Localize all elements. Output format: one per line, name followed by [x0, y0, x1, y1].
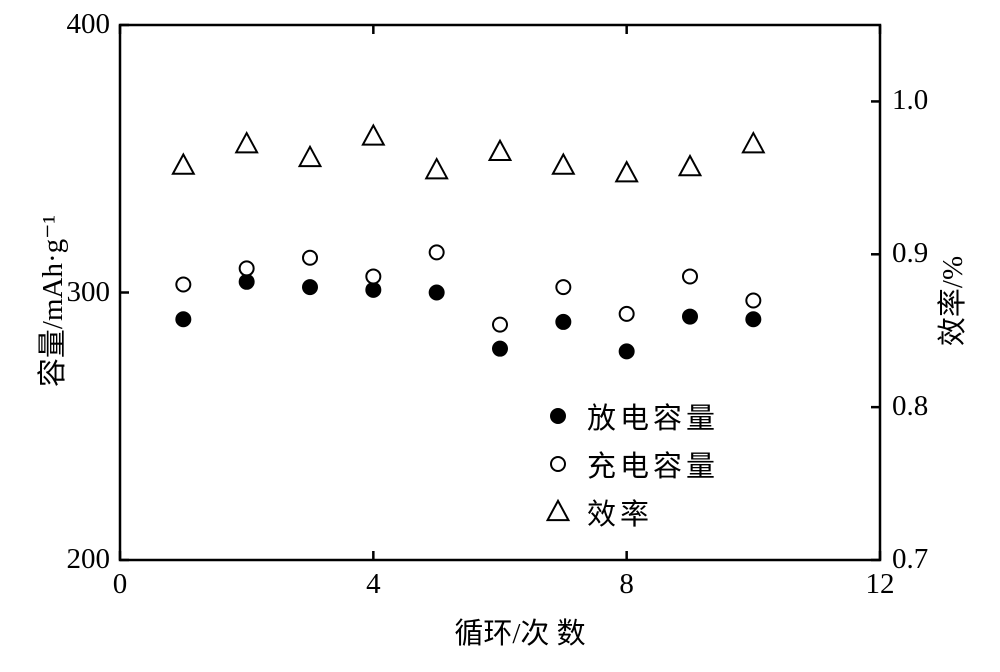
legend-item: 放电容量	[543, 395, 719, 437]
x-axis-label-text: 循环/次 数	[454, 618, 585, 650]
y-left-tick-label: 400	[67, 8, 111, 41]
chart-container: 容量/mAh·g⁻¹ 效率/% 循环/次 数 048122003004000.7…	[0, 0, 1000, 667]
legend-label: 充电容量	[587, 443, 719, 485]
y-left-tick-label: 200	[67, 543, 111, 576]
y-left-axis-label-text: 容量/mAh·g⁻¹	[37, 215, 69, 387]
chart-svg	[0, 0, 1000, 667]
x-axis-label: 循环/次 数	[420, 610, 620, 652]
y-right-axis-label: 效率/%	[929, 221, 971, 381]
y-right-tick-label: 0.7	[892, 543, 928, 576]
legend-marker-discharge	[543, 401, 573, 431]
legend-item: 效率	[543, 491, 719, 533]
y-right-tick-label: 0.8	[892, 390, 928, 423]
legend-marker-charge	[543, 449, 573, 479]
y-right-tick-label: 0.9	[892, 237, 928, 270]
y-right-tick-label: 1.0	[892, 84, 928, 117]
x-tick-label: 4	[348, 568, 398, 601]
y-right-axis-label-text: 效率/%	[937, 256, 969, 346]
x-tick-label: 8	[602, 568, 652, 601]
y-left-tick-label: 300	[67, 276, 111, 309]
y-left-axis-label: 容量/mAh·g⁻¹	[29, 201, 71, 401]
legend-label: 效率	[587, 491, 653, 533]
legend-marker-efficiency	[543, 497, 573, 527]
legend-label: 放电容量	[587, 395, 719, 437]
legend-item: 充电容量	[543, 443, 719, 485]
legend: 放电容量充电容量效率	[543, 395, 719, 539]
